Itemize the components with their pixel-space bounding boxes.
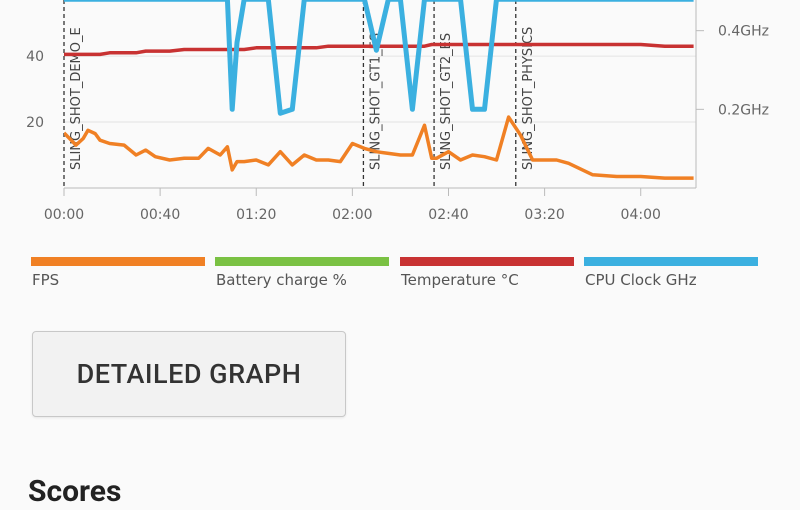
legend-label: CPU Clock GHz	[585, 271, 697, 289]
legend-label: Battery charge %	[216, 271, 347, 289]
x-tick-label: 03:20	[524, 207, 564, 223]
x-tick-label: 00:00	[44, 207, 84, 223]
y2-tick-label: 0.2GHz	[718, 102, 769, 118]
y-tick-label: 20	[26, 115, 44, 131]
annotation-label: SLING_SHOT_GT1_ES_	[368, 26, 383, 170]
detailed-graph-button[interactable]: DETAILED GRAPH	[32, 331, 346, 417]
legend-swatch	[584, 257, 758, 266]
legend-swatch	[400, 257, 574, 266]
chart: 20 40 0.2GHz 0.4GHz 00:00 00:40 01:20 02:00 02:4…	[26, 0, 769, 289]
x-tick-label: 02:00	[332, 207, 372, 223]
x-tick-label: 00:40	[140, 207, 180, 223]
annotation-label: SLING_SHOT_PHYSICS	[521, 27, 536, 170]
legend-label: Temperature °C	[400, 271, 519, 289]
annotation-label: SLING_SHOT_DEMO_E	[69, 27, 84, 170]
section-heading: Scores	[28, 474, 122, 509]
series-line	[64, 115, 694, 180]
y2-tick-label: 0.4GHz	[718, 24, 769, 40]
plot	[64, 0, 694, 180]
x-tick-label: 01:20	[236, 207, 276, 223]
legend-label: FPS	[32, 271, 59, 289]
x-tick-label: 02:40	[428, 207, 468, 223]
legend-swatch	[215, 257, 389, 266]
x-tick-label: 04:00	[621, 207, 661, 223]
series-line	[64, 42, 694, 57]
legend-swatch	[31, 257, 205, 266]
annotation-label: SLING_SHOT_GT2_ES	[439, 33, 454, 170]
y-tick-label: 40	[26, 49, 44, 65]
screen: {"chart_data": {"type": "line", "x": [0,…	[26, 0, 769, 509]
